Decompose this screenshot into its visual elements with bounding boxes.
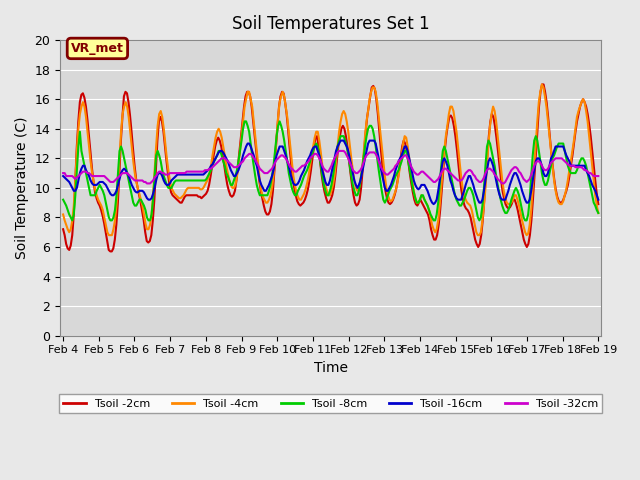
Tsoil -4cm: [60, 212, 67, 217]
Tsoil -32cm: [335, 148, 343, 154]
Tsoil -4cm: [580, 99, 588, 105]
Tsoil -4cm: [538, 82, 546, 87]
Tsoil -8cm: [595, 210, 602, 216]
Tsoil -32cm: [143, 180, 151, 186]
Tsoil -32cm: [60, 170, 67, 176]
Legend: Tsoil -2cm, Tsoil -4cm, Tsoil -8cm, Tsoil -16cm, Tsoil -32cm: Tsoil -2cm, Tsoil -4cm, Tsoil -8cm, Tsoi…: [59, 395, 602, 413]
Tsoil -32cm: [171, 170, 179, 176]
Tsoil -8cm: [241, 119, 248, 124]
Line: Tsoil -16cm: Tsoil -16cm: [63, 141, 598, 204]
Text: VR_met: VR_met: [71, 42, 124, 55]
Tsoil -16cm: [282, 153, 289, 158]
Tsoil -4cm: [105, 232, 113, 238]
Tsoil -8cm: [111, 207, 119, 213]
Title: Soil Temperatures Set 1: Soil Temperatures Set 1: [232, 15, 429, 33]
Tsoil -4cm: [284, 114, 291, 120]
Tsoil -2cm: [595, 201, 602, 207]
Tsoil -32cm: [580, 167, 588, 173]
Tsoil -8cm: [275, 123, 282, 129]
Line: Tsoil -4cm: Tsoil -4cm: [63, 84, 598, 235]
Tsoil -8cm: [60, 197, 67, 203]
Tsoil -2cm: [538, 82, 546, 87]
Tsoil -2cm: [60, 227, 67, 232]
Tsoil -16cm: [580, 163, 588, 168]
Tsoil -32cm: [173, 170, 181, 176]
Tsoil -8cm: [285, 170, 292, 176]
Tsoil -4cm: [171, 191, 179, 197]
Line: Tsoil -32cm: Tsoil -32cm: [63, 151, 598, 183]
Tsoil -16cm: [60, 173, 67, 179]
Y-axis label: Soil Temperature (C): Soil Temperature (C): [15, 117, 29, 259]
Tsoil -16cm: [172, 173, 180, 179]
Tsoil -32cm: [595, 173, 602, 179]
Tsoil -16cm: [109, 192, 117, 198]
Tsoil -2cm: [131, 163, 138, 168]
Tsoil -16cm: [271, 158, 279, 164]
Tsoil -8cm: [171, 179, 179, 185]
Line: Tsoil -8cm: Tsoil -8cm: [63, 121, 598, 220]
Tsoil -4cm: [111, 217, 119, 223]
Tsoil -8cm: [580, 158, 588, 164]
Tsoil -8cm: [173, 178, 181, 183]
Tsoil -2cm: [137, 200, 145, 205]
Tsoil -32cm: [109, 179, 117, 185]
Line: Tsoil -2cm: Tsoil -2cm: [63, 84, 598, 252]
Tsoil -16cm: [337, 138, 344, 144]
Tsoil -4cm: [173, 194, 181, 200]
X-axis label: Time: Time: [314, 361, 348, 375]
Tsoil -16cm: [169, 176, 177, 182]
Tsoil -8cm: [68, 217, 76, 223]
Tsoil -32cm: [284, 158, 291, 164]
Tsoil -2cm: [106, 249, 114, 254]
Tsoil -2cm: [449, 116, 456, 121]
Tsoil -2cm: [376, 129, 383, 134]
Tsoil -2cm: [356, 197, 364, 203]
Tsoil -2cm: [525, 241, 532, 247]
Tsoil -32cm: [273, 157, 280, 163]
Tsoil -4cm: [595, 210, 602, 216]
Tsoil -16cm: [595, 197, 602, 203]
Tsoil -16cm: [430, 201, 438, 207]
Tsoil -4cm: [273, 133, 280, 139]
